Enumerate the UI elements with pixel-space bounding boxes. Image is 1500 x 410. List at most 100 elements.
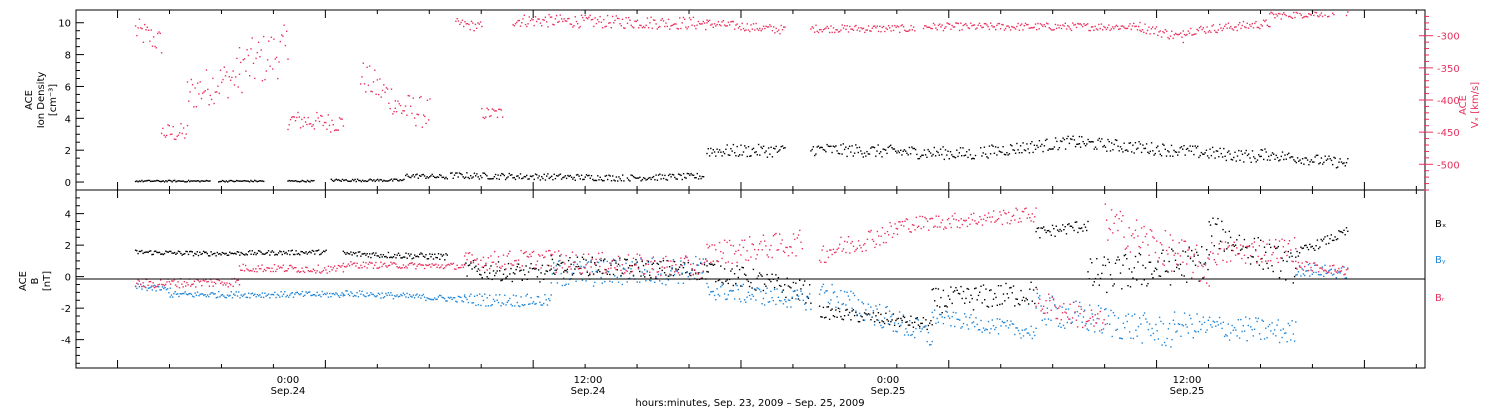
data-point [152,180,154,182]
data-point [961,297,963,300]
data-point [423,267,426,270]
data-point [718,241,721,244]
data-point [581,279,584,281]
data-point [905,30,907,32]
data-point [589,14,591,17]
data-point [884,232,886,235]
data-point [287,250,290,252]
data-point [1027,303,1030,305]
data-point [1329,269,1331,271]
data-point [286,30,288,32]
data-point [1184,240,1187,242]
data-point [1145,32,1147,35]
data-point [1106,150,1108,152]
data-point [1117,145,1119,147]
data-point [292,267,294,270]
data-point [896,233,899,236]
data-point [978,22,981,24]
data-point [926,26,928,29]
data-point [190,180,192,182]
data-point [137,279,139,281]
data-point [848,145,851,147]
data-point [945,227,947,229]
data-point [470,293,472,295]
data-point [1291,260,1293,262]
data-point [1221,29,1223,32]
data-point [634,20,636,22]
data-point [579,267,581,269]
data-point [558,174,560,176]
data-point [1165,344,1167,347]
data-point [726,298,728,300]
data-point [460,21,462,24]
data-point [471,268,473,270]
data-point [580,265,582,268]
data-point [733,273,736,275]
data-point [1059,305,1061,307]
data-point [599,270,601,273]
data-point [282,264,284,266]
data-point [1046,22,1048,24]
data-point [1345,14,1348,17]
data-point [938,215,940,217]
data-point [585,264,587,266]
data-point [490,115,492,117]
data-point [736,261,738,264]
data-point [951,302,953,305]
data-point [769,153,771,155]
data-point [780,300,782,302]
data-point [876,150,878,152]
data-point [721,21,723,23]
data-point [1031,300,1033,302]
data-point [155,290,157,292]
data-point [261,80,264,82]
data-point [255,57,257,60]
data-point [701,263,703,265]
data-point [941,312,943,314]
data-point [744,145,746,147]
data-point [259,180,261,182]
data-point [1130,337,1132,339]
data-point [1066,137,1068,140]
data-point [878,235,880,237]
data-point [776,288,778,290]
data-point [226,282,228,284]
data-point [1135,329,1137,331]
data-point [669,173,671,175]
data-point [1110,28,1113,30]
data-point [1200,25,1202,28]
data-point [1168,260,1170,263]
data-point [1288,240,1291,242]
data-point [667,279,670,281]
data-point [558,250,560,252]
data-point [680,264,682,266]
data-point [1240,27,1242,30]
data-point [1000,285,1002,287]
data-point [656,179,659,181]
data-point [895,319,897,322]
data-point [1173,270,1175,272]
data-point [1035,307,1037,309]
data-point [975,222,977,225]
data-point [145,29,147,31]
data-point [805,302,807,304]
data-point [321,115,323,117]
data-point [502,173,504,175]
data-point [1256,260,1258,263]
data-point [572,261,575,264]
data-point [765,245,767,247]
data-point [453,174,456,176]
data-point [1314,264,1316,266]
data-point [706,270,708,273]
data-point [1043,24,1045,26]
data-point [1219,248,1222,250]
data-point [867,230,870,233]
data-point [602,272,605,274]
data-point [829,31,831,34]
data-point [1004,27,1007,30]
data-point [1076,143,1078,145]
data-point [967,328,970,330]
data-point [413,263,416,265]
data-point [1283,158,1285,161]
data-point [1347,11,1349,13]
